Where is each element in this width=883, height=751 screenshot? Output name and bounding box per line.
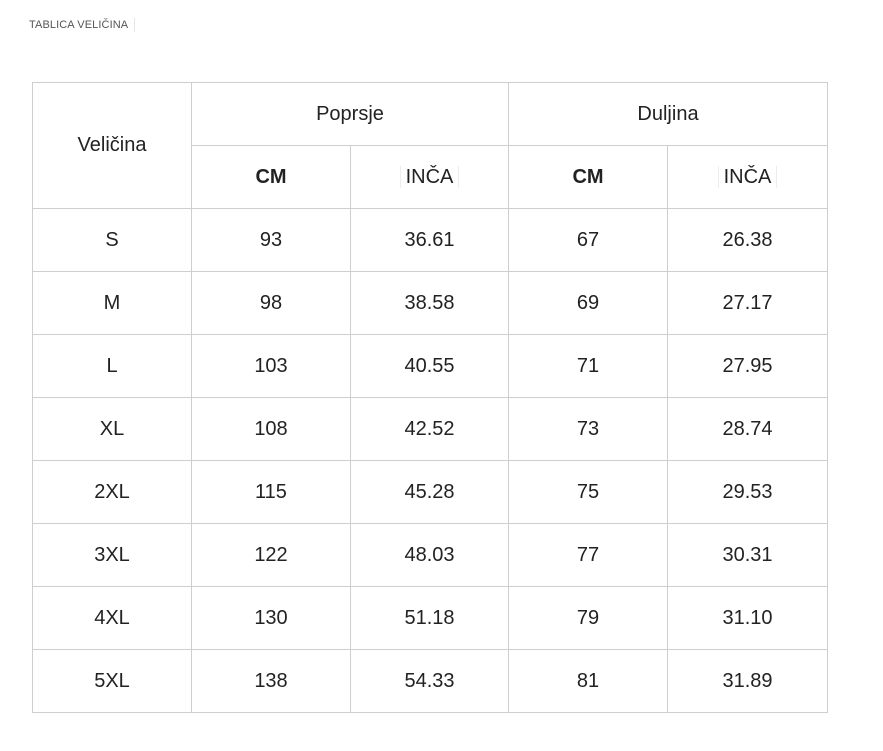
- table-row: 2XL 115 45.28 75 29.53: [32, 460, 828, 524]
- header-bust-cm: CM: [191, 145, 351, 209]
- bust-inch-cell: 38.58: [350, 271, 509, 335]
- bust-cm-cell: 115: [191, 460, 351, 524]
- table-row: 4XL 130 51.18 79 31.10: [32, 586, 828, 650]
- length-cm-cell: 81: [508, 649, 668, 713]
- length-inch-cell: 29.53: [667, 460, 828, 524]
- bust-inch-cell: 36.61: [350, 208, 509, 272]
- header-length-cm: CM: [508, 145, 668, 209]
- size-chart-table: Veličina Poprsje Duljina CM INČA CM INČA…: [32, 82, 828, 713]
- length-inch-cell: 27.95: [667, 334, 828, 398]
- bust-inch-cell: 54.33: [350, 649, 509, 713]
- size-cell: L: [32, 334, 192, 398]
- header-row-groups: Veličina Poprsje Duljina: [32, 82, 828, 209]
- header-length-inch: INČA: [667, 145, 828, 209]
- table-row: 5XL 138 54.33 81 31.89: [32, 649, 828, 713]
- header-row-units: CM INČA CM INČA: [33, 145, 828, 209]
- table-row: S 93 36.61 67 26.38: [32, 208, 828, 272]
- size-cell: XL: [32, 397, 192, 461]
- length-cm-cell: 75: [508, 460, 668, 524]
- table-row: L 103 40.55 71 27.95: [32, 334, 828, 398]
- size-cell: 2XL: [32, 460, 192, 524]
- bust-cm-cell: 122: [191, 523, 351, 587]
- length-inch-cell: 31.89: [667, 649, 828, 713]
- length-cm-cell: 69: [508, 271, 668, 335]
- length-inch-cell: 26.38: [667, 208, 828, 272]
- length-inch-cell: 30.31: [667, 523, 828, 587]
- table-row: XL 108 42.52 73 28.74: [32, 397, 828, 461]
- table-row: M 98 38.58 69 27.17: [32, 271, 828, 335]
- length-cm-cell: 67: [508, 208, 668, 272]
- bust-cm-cell: 103: [191, 334, 351, 398]
- length-inch-cell: 27.17: [667, 271, 828, 335]
- header-bust-inch: INČA: [350, 145, 509, 209]
- size-cell: S: [32, 208, 192, 272]
- header-length: Duljina: [508, 82, 828, 146]
- size-cell: 3XL: [32, 523, 192, 587]
- page-title: TABLICA VELIČINA: [29, 18, 136, 32]
- length-inch-cell: 31.10: [667, 586, 828, 650]
- header-bust-inch-label: INČA: [399, 165, 460, 188]
- length-cm-cell: 77: [508, 523, 668, 587]
- header-bust: Poprsje: [191, 82, 509, 146]
- length-cm-cell: 79: [508, 586, 668, 650]
- bust-cm-cell: 93: [191, 208, 351, 272]
- table-row: 3XL 122 48.03 77 30.31: [32, 523, 828, 587]
- length-inch-cell: 28.74: [667, 397, 828, 461]
- header-length-inch-label: INČA: [717, 165, 778, 188]
- header-size: Veličina: [32, 82, 192, 209]
- bust-cm-cell: 98: [191, 271, 351, 335]
- size-cell: 4XL: [32, 586, 192, 650]
- size-cell: M: [32, 271, 192, 335]
- bust-inch-cell: 51.18: [350, 586, 509, 650]
- bust-cm-cell: 108: [191, 397, 351, 461]
- bust-cm-cell: 130: [191, 586, 351, 650]
- bust-inch-cell: 45.28: [350, 460, 509, 524]
- size-cell: 5XL: [32, 649, 192, 713]
- bust-inch-cell: 42.52: [350, 397, 509, 461]
- bust-inch-cell: 48.03: [350, 523, 509, 587]
- length-cm-cell: 71: [508, 334, 668, 398]
- length-cm-cell: 73: [508, 397, 668, 461]
- bust-cm-cell: 138: [191, 649, 351, 713]
- bust-inch-cell: 40.55: [350, 334, 509, 398]
